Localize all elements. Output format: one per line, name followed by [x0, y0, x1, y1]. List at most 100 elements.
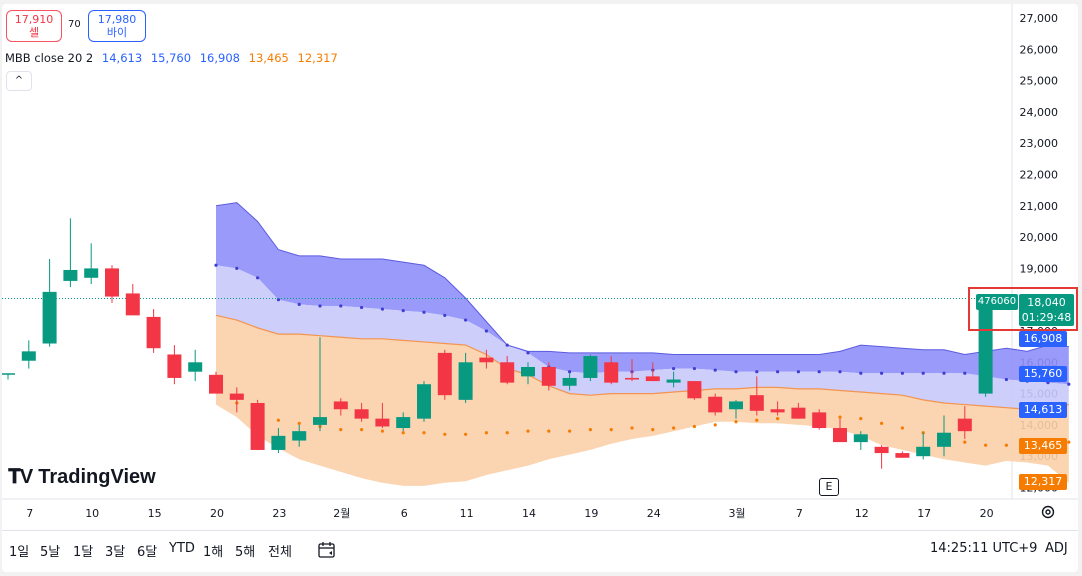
band-dot-basis: [505, 343, 509, 347]
highlight-box: [968, 287, 1078, 331]
band-tag-lower: 13,465: [1019, 438, 1067, 454]
collapse-legend-button[interactable]: ^: [6, 71, 32, 91]
candle-body: [978, 298, 993, 394]
candle-body: [146, 316, 161, 349]
candle-body: [417, 384, 431, 419]
candle-body: [84, 268, 99, 278]
candle-body: [105, 268, 119, 297]
last-price-tag: 18,040 01:29:48: [1019, 294, 1074, 326]
band-line-upper: [215, 202, 1069, 355]
band-dot-basis: [942, 371, 946, 375]
x-tick-label: 19: [584, 507, 598, 520]
range-5y-button[interactable]: 5해: [235, 545, 256, 560]
candle-body: [666, 379, 681, 383]
candle-body: [562, 377, 577, 386]
range-1y-button[interactable]: 1해: [203, 545, 224, 560]
price-chart[interactable]: 12,00013,00014,00015,00016,00017,00018,0…: [2, 4, 1078, 530]
candle-body: [125, 293, 140, 316]
band-dot-basis: [1067, 382, 1071, 386]
band-dot-lower: [422, 431, 426, 435]
band-dot-lower: [484, 431, 488, 435]
candle-body: [500, 362, 515, 383]
band-dot-lower: [838, 415, 842, 419]
legend-value-5: 12,317: [297, 51, 338, 65]
band-dot-lower: [526, 429, 530, 433]
sell-label: 셀: [28, 26, 40, 39]
x-tick-label: 7: [796, 507, 803, 520]
band-dot-basis: [900, 371, 905, 375]
sell-button[interactable]: 17,910 셀: [6, 10, 62, 42]
y-tick-label: 20,000: [1020, 231, 1059, 244]
band-dot-lower: [401, 431, 405, 435]
range-1m-button[interactable]: 1달: [73, 545, 94, 560]
range-3m-button[interactable]: 3달: [105, 545, 126, 560]
x-tick-label: 3월: [728, 507, 745, 520]
buy-price: 17,980: [97, 13, 137, 26]
candle-body: [521, 366, 535, 377]
band-dot-basis: [256, 276, 260, 280]
bottom-toolbar: 1일 5날 1달 3달 6달 YTD 1해 5해 전체 14:25:11 UTC…: [2, 530, 1078, 572]
band-line-lower: [215, 314, 1069, 410]
indicator-name: MBB close 20 2: [5, 51, 94, 65]
band-dot-lower: [755, 418, 759, 422]
candle-body: [167, 354, 182, 378]
candle-body: [541, 366, 556, 386]
range-all-button[interactable]: 전체: [268, 545, 292, 560]
band-dot-basis: [672, 366, 676, 371]
legend-value-1: 14,613: [101, 51, 143, 65]
y-tick-label: 19,000: [1020, 262, 1059, 275]
last-price: 18,040: [1027, 296, 1066, 309]
band-dot-lower: [297, 421, 301, 425]
indicator-legend[interactable]: MBB close 20 2 14,613 15,760 16,908 13,4…: [5, 51, 343, 65]
adjust-data-button[interactable]: ADJ: [1045, 541, 1068, 556]
candle-body: [812, 412, 827, 429]
sell-price: 17,910: [14, 13, 54, 26]
candle-body: [833, 428, 847, 443]
tradingview-logo: 𝐓V TradingView: [8, 466, 156, 489]
x-tick-label: 20: [980, 507, 994, 520]
candle-body: [396, 417, 411, 429]
candle-body: [937, 432, 951, 447]
x-tick-label: 10: [85, 507, 99, 520]
band-dot-lower: [609, 427, 613, 432]
x-tick-label: 11: [460, 507, 474, 520]
band-dot-lower: [276, 418, 280, 422]
buy-button[interactable]: 17,980 바이: [88, 10, 146, 42]
candle-body: [957, 418, 972, 432]
band-dot-lower: [880, 421, 884, 425]
spread-value: 70: [68, 19, 81, 30]
y-tick-label: 24,000: [1020, 106, 1059, 119]
band-dot-basis: [235, 266, 239, 270]
candle-body: [770, 409, 785, 413]
band-dot-basis: [880, 371, 884, 375]
candle-body: [479, 357, 494, 363]
band-dot-lower: [1004, 443, 1009, 447]
band-dot-lower: [505, 431, 509, 435]
date-range-calendar-icon[interactable]: [316, 539, 338, 561]
chart-window: 12,00013,00014,00015,00016,00017,00018,0…: [2, 4, 1078, 572]
earnings-badge[interactable]: E: [819, 478, 839, 496]
legend-value-4: 13,465: [248, 51, 289, 65]
band-dot-lower: [651, 427, 655, 432]
settings-gear-icon[interactable]: [1040, 504, 1056, 520]
range-6m-button[interactable]: 6달: [137, 545, 158, 560]
band-dot-basis: [526, 351, 530, 355]
band-dot-lower: [692, 424, 697, 429]
range-1d-button[interactable]: 1일: [9, 545, 30, 560]
band-dot-basis: [796, 370, 801, 374]
band-tag-basis: 14,613: [1019, 402, 1067, 418]
band-dot-lower: [588, 427, 593, 432]
x-tick-label: 6: [401, 507, 408, 520]
band-dot-basis: [443, 313, 447, 317]
y-tick-label: 25,000: [1020, 75, 1059, 88]
band-dot-basis: [776, 370, 780, 374]
y-tick-label: 26,000: [1020, 43, 1059, 56]
range-ytd-button[interactable]: YTD: [169, 541, 195, 556]
candle-body: [21, 351, 36, 361]
clock-timezone[interactable]: 14:25:11 UTC+9: [930, 541, 1038, 556]
band-dot-basis: [484, 329, 488, 333]
legend-value-2: 15,760: [150, 51, 192, 65]
range-5d-button[interactable]: 5날: [40, 545, 61, 560]
band-dot-lower: [547, 429, 551, 433]
band-dot-basis: [276, 298, 280, 302]
